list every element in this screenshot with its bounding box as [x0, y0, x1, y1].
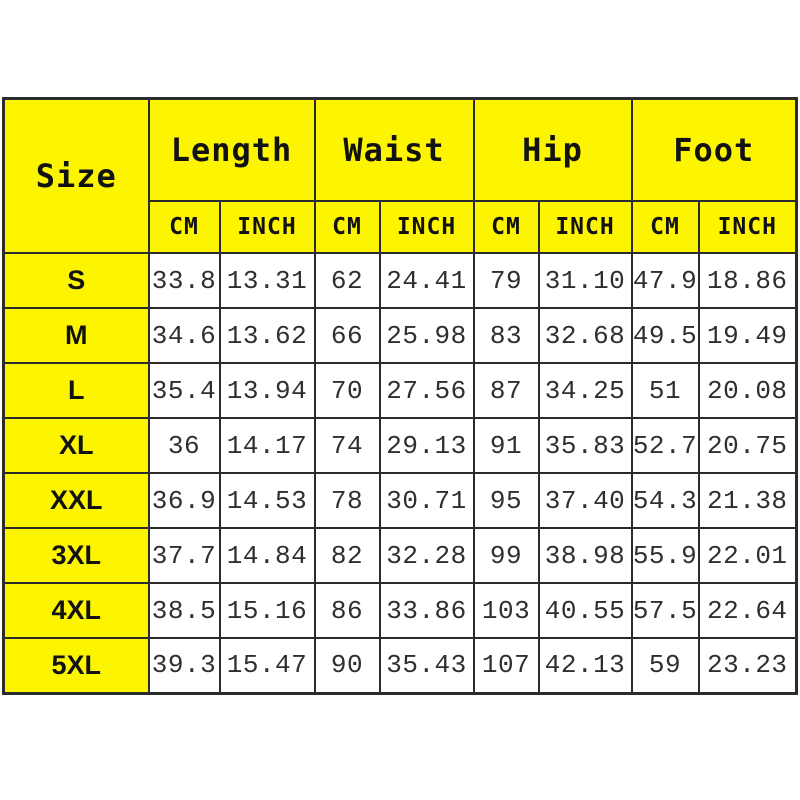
cell-waist-inch: 35.43 — [378, 637, 475, 694]
cell-hip-inch: 32.68 — [537, 307, 633, 364]
cell-length-inch: 13.62 — [218, 307, 316, 364]
size-column-header: Size — [2, 97, 150, 254]
cell-hip-cm: 79 — [472, 252, 540, 309]
cell-waist-cm: 90 — [313, 637, 381, 694]
cell-waist-inch: 33.86 — [378, 582, 475, 639]
table-row-4xl: 4XL 38.5 15.16 86 33.86 103 40.55 57.5 2… — [2, 582, 798, 639]
cell-foot-inch: 18.86 — [697, 252, 798, 309]
foot-inch-header: INCH — [697, 200, 798, 254]
foot-group-header: Foot — [630, 97, 798, 202]
cell-length-cm: 36 — [147, 417, 221, 474]
cell-hip-cm: 87 — [472, 362, 540, 419]
cell-length-cm: 34.6 — [147, 307, 221, 364]
table-row-m: M 34.6 13.62 66 25.98 83 32.68 49.5 19.4… — [2, 307, 798, 364]
cell-foot-inch: 20.75 — [697, 417, 798, 474]
cell-waist-inch: 32.28 — [378, 527, 475, 584]
cell-hip-cm: 91 — [472, 417, 540, 474]
cell-length-cm: 39.3 — [147, 637, 221, 694]
cell-foot-inch: 22.01 — [697, 527, 798, 584]
waist-group-header: Waist — [313, 97, 475, 202]
table-row-l: L 35.4 13.94 70 27.56 87 34.25 51 20.08 — [2, 362, 798, 419]
cell-hip-inch: 37.40 — [537, 472, 633, 529]
cell-length-inch: 14.17 — [218, 417, 316, 474]
cell-waist-cm: 70 — [313, 362, 381, 419]
cell-foot-inch: 22.64 — [697, 582, 798, 639]
cell-hip-inch: 38.98 — [537, 527, 633, 584]
size-label: 3XL — [2, 527, 150, 584]
table-row-xl: XL 36 14.17 74 29.13 91 35.83 52.7 20.75 — [2, 417, 798, 474]
size-label: 4XL — [2, 582, 150, 639]
cell-foot-inch: 21.38 — [697, 472, 798, 529]
cell-waist-cm: 82 — [313, 527, 381, 584]
table-row-s: S 33.8 13.31 62 24.41 79 31.10 47.9 18.8… — [2, 252, 798, 309]
cell-waist-inch: 27.56 — [378, 362, 475, 419]
cell-length-cm: 35.4 — [147, 362, 221, 419]
table-row-xxl: XXL 36.9 14.53 78 30.71 95 37.40 54.3 21… — [2, 472, 798, 529]
cell-hip-cm: 83 — [472, 307, 540, 364]
cell-hip-inch: 31.10 — [537, 252, 633, 309]
cell-hip-inch: 34.25 — [537, 362, 633, 419]
cell-length-inch: 14.53 — [218, 472, 316, 529]
cell-waist-inch: 30.71 — [378, 472, 475, 529]
header-row-units: CM INCH CM INCH CM INCH CM INCH — [4, 200, 798, 254]
cell-foot-inch: 23.23 — [697, 637, 798, 694]
length-group-header: Length — [147, 97, 316, 202]
size-label: L — [2, 362, 150, 419]
cell-waist-inch: 29.13 — [378, 417, 475, 474]
cell-length-inch: 15.47 — [218, 637, 316, 694]
cell-waist-inch: 24.41 — [378, 252, 475, 309]
table-row-5xl: 5XL 39.3 15.47 90 35.43 107 42.13 59 23.… — [2, 637, 798, 694]
cell-length-inch: 15.16 — [218, 582, 316, 639]
cell-length-inch: 13.94 — [218, 362, 316, 419]
cell-foot-cm: 51 — [630, 362, 700, 419]
cell-length-cm: 37.7 — [147, 527, 221, 584]
waist-cm-header: CM — [313, 200, 381, 254]
cell-foot-cm: 52.7 — [630, 417, 700, 474]
cell-length-cm: 36.9 — [147, 472, 221, 529]
cell-waist-inch: 25.98 — [378, 307, 475, 364]
cell-length-inch: 13.31 — [218, 252, 316, 309]
cell-hip-cm: 95 — [472, 472, 540, 529]
cell-waist-cm: 86 — [313, 582, 381, 639]
cell-waist-cm: 78 — [313, 472, 381, 529]
waist-inch-header: INCH — [378, 200, 475, 254]
cell-foot-cm: 59 — [630, 637, 700, 694]
length-cm-header: CM — [147, 200, 221, 254]
cell-foot-cm: 55.9 — [630, 527, 700, 584]
cell-length-cm: 38.5 — [147, 582, 221, 639]
table-row-3xl: 3XL 37.7 14.84 82 32.28 99 38.98 55.9 22… — [2, 527, 798, 584]
cell-waist-cm: 74 — [313, 417, 381, 474]
header-row-groups: Size Length Waist Hip Foot — [2, 97, 798, 254]
cell-hip-cm: 103 — [472, 582, 540, 639]
cell-hip-inch: 40.55 — [537, 582, 633, 639]
size-chart-table: Size Length Waist Hip Foot CM INCH CM IN… — [2, 97, 799, 695]
cell-length-inch: 14.84 — [218, 527, 316, 584]
size-label: 5XL — [2, 637, 150, 694]
foot-cm-header: CM — [630, 200, 700, 254]
cell-foot-inch: 19.49 — [697, 307, 798, 364]
cell-hip-cm: 99 — [472, 527, 540, 584]
cell-foot-cm: 54.3 — [630, 472, 700, 529]
cell-foot-cm: 47.9 — [630, 252, 700, 309]
cell-hip-inch: 35.83 — [537, 417, 633, 474]
size-label: S — [2, 252, 150, 309]
cell-hip-cm: 107 — [472, 637, 540, 694]
size-label: XXL — [2, 472, 150, 529]
length-inch-header: INCH — [218, 200, 316, 254]
size-label: XL — [2, 417, 150, 474]
cell-foot-inch: 20.08 — [697, 362, 798, 419]
hip-inch-header: INCH — [537, 200, 633, 254]
cell-waist-cm: 62 — [313, 252, 381, 309]
hip-group-header: Hip — [472, 97, 633, 202]
cell-length-cm: 33.8 — [147, 252, 221, 309]
cell-foot-cm: 57.5 — [630, 582, 700, 639]
hip-cm-header: CM — [472, 200, 540, 254]
cell-hip-inch: 42.13 — [537, 637, 633, 694]
cell-waist-cm: 66 — [313, 307, 381, 364]
size-label: M — [2, 307, 150, 364]
cell-foot-cm: 49.5 — [630, 307, 700, 364]
